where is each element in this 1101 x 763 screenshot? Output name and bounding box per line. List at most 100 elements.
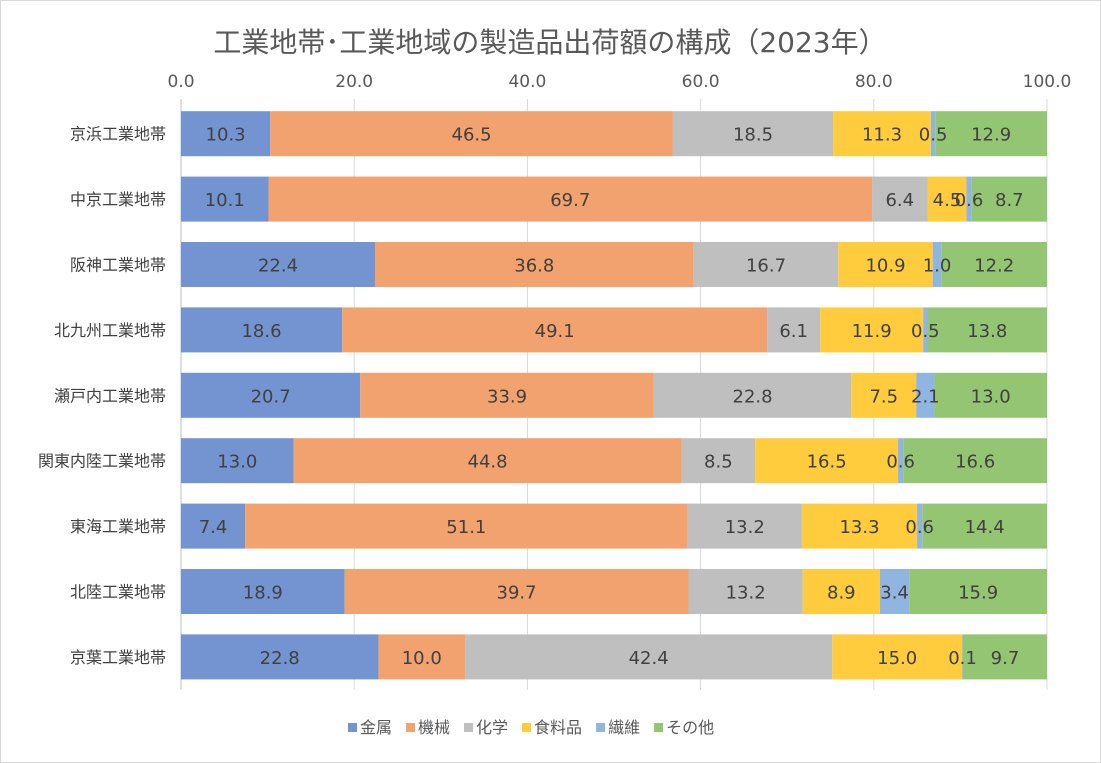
legend-item: 繊維 xyxy=(596,718,640,737)
legend-swatch xyxy=(596,723,606,732)
bar-segment xyxy=(693,242,839,287)
data-label: 10.1 xyxy=(205,190,245,211)
data-label: 3.4 xyxy=(880,583,909,604)
data-label: 13.0 xyxy=(971,386,1011,407)
legend-label: その他 xyxy=(666,718,714,737)
chart-title: 工業地帯･工業地域の製造品出荷額の構成（2023年） xyxy=(213,26,886,59)
x-tick-label: 40.0 xyxy=(508,72,546,92)
bar-segment xyxy=(181,111,271,157)
data-label: 1.0 xyxy=(923,256,952,277)
bar-segment xyxy=(923,307,928,353)
x-axis-ticks: 0.0 20.0 40.0 60.0 80.0 100.0 xyxy=(167,72,1071,92)
legend-label: 化学 xyxy=(476,718,508,737)
bar-segment xyxy=(971,176,1047,222)
data-label: 22.8 xyxy=(260,648,300,669)
data-label: 46.5 xyxy=(452,125,492,146)
bar-segment xyxy=(270,111,673,157)
bar-segment xyxy=(181,176,269,222)
bar-segment xyxy=(820,307,924,353)
data-label: 7.4 xyxy=(199,517,228,538)
legend: 金属 機械 化学 食料品 繊維 その他 xyxy=(348,718,714,737)
bar-segment xyxy=(909,569,1047,614)
bar-segment xyxy=(181,372,361,418)
bar-segment xyxy=(917,503,923,549)
data-label: 36.8 xyxy=(514,256,554,277)
bar-segment xyxy=(181,438,294,484)
data-label: 39.7 xyxy=(497,583,537,604)
bar-segment xyxy=(268,176,873,222)
bar-segment xyxy=(898,438,904,484)
legend-item: 金属 xyxy=(348,718,392,737)
legend-item: 食料品 xyxy=(522,718,582,737)
x-tick-label: 100.0 xyxy=(1023,72,1072,92)
data-label: 44.8 xyxy=(468,452,508,473)
data-label: 10.3 xyxy=(206,125,246,146)
x-tick-label: 20.0 xyxy=(335,72,373,92)
bar-segment xyxy=(927,176,967,222)
bar-segment xyxy=(344,569,689,614)
bar-segment xyxy=(916,372,935,418)
legend-swatch xyxy=(522,723,532,732)
bar-segment xyxy=(181,503,246,549)
x-tick-label: 80.0 xyxy=(855,72,893,92)
data-label: 42.4 xyxy=(629,648,669,669)
data-label: 8.9 xyxy=(827,583,856,604)
data-label: 0.6 xyxy=(886,452,915,473)
bar-segment xyxy=(181,569,345,614)
x-tick-label: 60.0 xyxy=(682,72,720,92)
category-label: 東海工業地帯 xyxy=(70,517,166,536)
bar-segment xyxy=(838,242,933,287)
x-tick-label: 0.0 xyxy=(167,72,194,92)
data-label: 9.7 xyxy=(991,648,1020,669)
bar-segment xyxy=(245,503,688,549)
legend-swatch xyxy=(654,723,664,732)
data-label: 22.8 xyxy=(733,386,773,407)
bar-segment xyxy=(465,634,833,680)
bar-segment xyxy=(181,634,379,680)
legend-label: 繊維 xyxy=(608,718,640,737)
bar-segment xyxy=(181,307,343,353)
data-label: 0.6 xyxy=(905,517,934,538)
data-label: 13.0 xyxy=(217,452,257,473)
bar-segment xyxy=(688,569,803,614)
data-label: 11.3 xyxy=(862,125,902,146)
data-label: 13.2 xyxy=(726,583,766,604)
bar-segment xyxy=(851,372,917,418)
bar-segment xyxy=(833,111,931,157)
data-label: 10.0 xyxy=(402,648,442,669)
category-label: 北陸工業地帯 xyxy=(70,583,166,602)
data-label: 69.7 xyxy=(550,190,590,211)
legend-label: 食料品 xyxy=(534,718,582,737)
data-label: 51.1 xyxy=(446,517,486,538)
bar-segment xyxy=(872,176,928,222)
data-label: 33.9 xyxy=(487,386,527,407)
bar-segment xyxy=(181,242,375,287)
legend-label: 金属 xyxy=(360,718,392,737)
bar-segment xyxy=(941,242,1047,287)
category-labels: 京浜工業地帯中京工業地帯阪神工業地帯北九州工業地帯瀬戸内工業地帯関東内陸工業地帯… xyxy=(38,125,166,667)
bar-segment xyxy=(755,438,899,484)
bar-segment xyxy=(832,634,963,680)
legend-item: その他 xyxy=(654,718,714,737)
data-label: 0.1 xyxy=(948,648,977,669)
category-label: 中京工業地帯 xyxy=(70,190,166,209)
bar-segment xyxy=(930,111,936,157)
bar-segment xyxy=(932,242,942,287)
bar-segment xyxy=(962,634,963,680)
data-label: 10.9 xyxy=(865,256,905,277)
bar-segment xyxy=(801,503,918,549)
data-label: 18.5 xyxy=(733,125,773,146)
data-label: 6.1 xyxy=(779,321,808,342)
data-label: 22.4 xyxy=(258,256,298,277)
bar-segment xyxy=(293,438,682,484)
data-label: 8.7 xyxy=(995,190,1024,211)
category-label: 瀬戸内工業地帯 xyxy=(54,386,166,405)
data-label: 15.9 xyxy=(958,583,998,604)
bar-segment xyxy=(966,176,972,222)
data-label: 20.7 xyxy=(251,386,291,407)
bar-segment xyxy=(903,438,1047,484)
data-label: 18.9 xyxy=(243,583,283,604)
data-label: 15.0 xyxy=(877,648,917,669)
bar-segment xyxy=(378,634,466,680)
